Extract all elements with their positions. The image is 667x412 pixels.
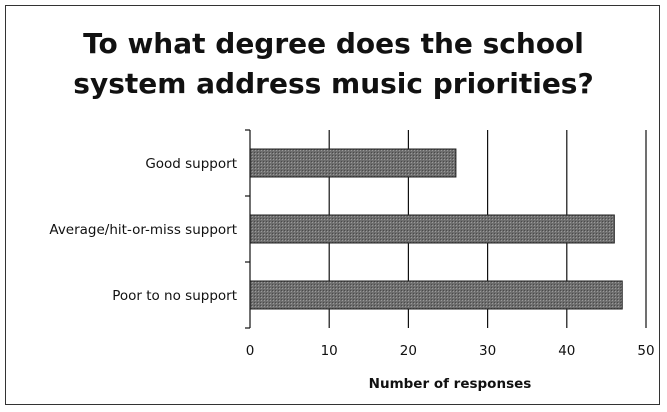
x-tick-label-50: 50: [637, 343, 654, 359]
labels: Good support Average/hit-or-miss support P…: [49, 156, 654, 359]
x-tick-label-10: 10: [321, 343, 338, 359]
x-tick-label-40: 40: [558, 343, 575, 359]
category-label-0: Good support: [145, 156, 237, 172]
bar-2: [249, 280, 623, 310]
axes: [245, 129, 251, 329]
category-label-1: Average/hit-or-miss support: [49, 222, 237, 238]
bar-1: [249, 214, 615, 244]
category-label-2: Poor to no support: [112, 288, 237, 304]
x-axis-label: Number of responses: [369, 376, 532, 392]
chart-title: To what degree does the school system ad…: [0, 24, 667, 104]
x-tick-label-20: 20: [400, 343, 417, 359]
chart-title-line-2: system address music priorities?: [73, 67, 594, 100]
bar-0: [249, 148, 457, 178]
chart-title-line-1: To what degree does the school: [83, 27, 584, 60]
x-tick-label-30: 30: [479, 343, 496, 359]
chart-frame: [5, 5, 660, 405]
x-tick-label-0: 0: [246, 343, 255, 359]
